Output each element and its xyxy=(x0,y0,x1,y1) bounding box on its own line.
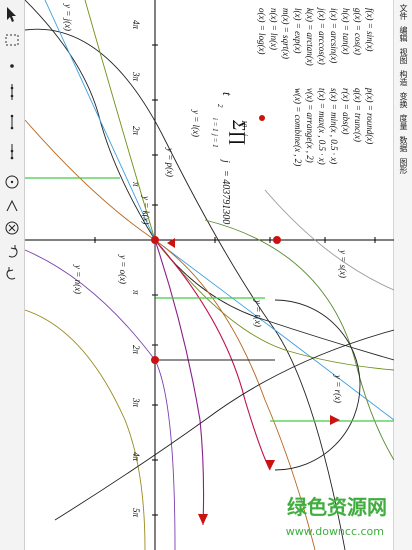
func-l: l(x) = exp(x) xyxy=(293,8,303,54)
label-yn: y = n(x) xyxy=(73,264,83,294)
func-s: s(x) = min(x , 0.5 · x) xyxy=(329,88,339,164)
line-tool[interactable] xyxy=(2,82,22,102)
curve-black-2 xyxy=(25,28,346,550)
menu-view[interactable]: 视图 xyxy=(399,48,408,64)
func-v: v(x) = arrange(x , 2) xyxy=(305,88,315,163)
delete-tool[interactable] xyxy=(2,218,22,238)
func-t: t(x) = max(x , 0.5 · x) xyxy=(317,88,327,165)
pointer-tool[interactable] xyxy=(2,4,22,24)
point-3[interactable] xyxy=(151,356,159,364)
segment-tool[interactable] xyxy=(2,112,22,132)
watermark-url: www.downcc.com xyxy=(285,525,384,538)
menu-transform[interactable]: 变换 xyxy=(399,92,408,108)
curve-purple xyxy=(154,239,205,526)
label-yj: y = j(x) xyxy=(63,3,73,31)
menu-construct[interactable]: 构造 xyxy=(399,70,408,86)
func-g: g(x) = cos(x) xyxy=(353,8,363,55)
svg-text:t: t xyxy=(220,92,235,96)
curve-grey xyxy=(264,189,394,291)
label-yr: y = r(x) xyxy=(333,374,343,403)
xlabel-6: 2π xyxy=(131,345,141,355)
menu-graph[interactable]: 图形 xyxy=(399,158,408,174)
label-yk: y = k(x) xyxy=(141,195,151,225)
arrow-red-2 xyxy=(265,460,275,470)
point-2[interactable] xyxy=(273,236,281,244)
curve-arc xyxy=(274,299,361,471)
xlabel-4: π xyxy=(131,182,141,187)
func-k: k(x) = arctan(x) xyxy=(305,8,315,66)
func-r: r(x) = abs(x) xyxy=(341,88,351,135)
point-4[interactable] xyxy=(259,115,265,121)
xlabel-7: 3π xyxy=(131,397,141,408)
curve-green-dark xyxy=(204,219,394,461)
xlabel-8: 4π xyxy=(131,452,141,462)
menu-measure[interactable]: 度量 xyxy=(399,114,408,130)
arrow-red-1 xyxy=(167,238,175,248)
menu-bar: 文件 编辑 视图 构造 变换 度量 数据 图形 xyxy=(393,0,412,550)
func-n: n(x) = ln(x) xyxy=(269,8,279,50)
svg-text:10: 10 xyxy=(240,120,248,128)
redo-tool[interactable] xyxy=(2,264,22,284)
label-ys: y = s(x) xyxy=(338,249,348,278)
func-j: j(x) = arccos(x) xyxy=(317,7,327,65)
func-f: f(x) = sin(x) xyxy=(365,8,375,52)
func-w: w(x) = combine(x , 2) xyxy=(293,88,303,166)
curve-red xyxy=(154,239,271,471)
xlabel-1: 4π xyxy=(131,20,141,30)
curve-brown xyxy=(25,119,316,550)
xlabel-9: 5π xyxy=(131,508,141,518)
curve-olive xyxy=(84,0,394,371)
label-yl: y = l(x) xyxy=(191,109,201,137)
ray-tool[interactable] xyxy=(2,142,22,162)
func-m: m(x) = sqrt(x) xyxy=(281,8,291,59)
toolbar xyxy=(0,0,25,550)
func-i: i(x) = arcsin(x) xyxy=(329,8,339,63)
sum-expression: t 2 Σ∏ 10 i = 1 i j = 1 j = 403791300 xyxy=(211,92,249,224)
graph-canvas[interactable]: 4π 3π 2π π π 2π 3π 4π 5π f(x) = sin(x) g… xyxy=(25,0,394,550)
func-q: q(x) = trunc(x) xyxy=(353,88,363,142)
svg-text:Σ∏: Σ∏ xyxy=(229,119,249,146)
label-yt: y = t(x) xyxy=(253,299,263,327)
point-tool[interactable] xyxy=(2,56,22,76)
xlabel-5: π xyxy=(131,290,141,295)
watermark-title: 绿色资源网 xyxy=(287,495,387,519)
angle-tool[interactable] xyxy=(2,196,22,216)
svg-text:i = 1: i = 1 xyxy=(211,118,219,132)
menu-file[interactable]: 文件 xyxy=(399,4,408,20)
menu-edit[interactable]: 编辑 xyxy=(399,26,408,42)
circle-tool[interactable] xyxy=(2,172,22,192)
menu-data[interactable]: 数据 xyxy=(399,136,408,152)
svg-text:= 403791300: = 403791300 xyxy=(220,170,231,224)
label-yp: y = p(x) xyxy=(165,147,175,177)
arrow-red-4 xyxy=(330,415,340,425)
label-yo: y = o(x) xyxy=(118,254,128,284)
func-p: p(x) = round(x) xyxy=(365,87,375,144)
point-origin[interactable] xyxy=(151,236,159,244)
svg-text:j = 1: j = 1 xyxy=(211,133,219,148)
svg-text:i: i xyxy=(241,134,249,136)
svg-text:2: 2 xyxy=(216,104,224,108)
curve-blue xyxy=(44,0,394,421)
xlabel-2: 3π xyxy=(131,71,141,82)
func-o: o(x) = log(x) xyxy=(257,8,267,55)
select-tool[interactable] xyxy=(2,30,22,50)
curve-yellow xyxy=(25,309,146,550)
svg-text:j: j xyxy=(220,158,231,163)
undo-tool[interactable] xyxy=(2,242,22,262)
xlabel-3: 2π xyxy=(131,126,141,136)
arrow-red-3 xyxy=(198,514,208,525)
curve-black-3 xyxy=(54,329,394,521)
func-h: h(x) = tan(x) xyxy=(341,8,351,55)
